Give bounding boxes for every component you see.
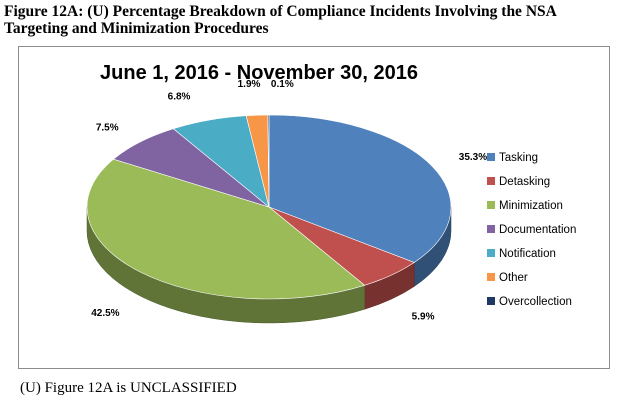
pie-layer: 35.3% 5.9% 42.5% 7.5% 6.8% 1.9% 0.1% bbox=[86, 79, 487, 324]
legend-label-overcollection: Overcollection bbox=[499, 296, 572, 308]
chart-title: June 1, 2016 - November 30, 2016 bbox=[100, 62, 418, 84]
pie-chart: June 1, 2016 - November 30, 2016 35.3% 5.… bbox=[86, 62, 576, 324]
legend-label-detasking: Detasking bbox=[499, 176, 550, 188]
figure-caption: Figure 12A: (U) Percentage Breakdown of … bbox=[4, 3, 624, 37]
legend-swatch-detasking bbox=[487, 177, 495, 185]
footer-classification: (U) Figure 12A is UNCLASSIFIED bbox=[20, 380, 237, 396]
legend-label-minimization: Minimization bbox=[499, 200, 563, 212]
data-label-overcollection: 0.1% bbox=[271, 79, 294, 90]
chart-frame: June 1, 2016 - November 30, 2016 35.3% 5.… bbox=[18, 46, 610, 369]
data-label-documentation: 7.5% bbox=[96, 123, 119, 134]
data-label-notification: 6.8% bbox=[168, 91, 191, 102]
data-label-detasking: 5.9% bbox=[412, 311, 435, 322]
legend-swatch-notification bbox=[487, 249, 495, 257]
data-label-tasking: 35.3% bbox=[459, 152, 487, 163]
pie-slice-overcollection bbox=[267, 114, 270, 208]
legend-swatch-minimization bbox=[487, 201, 495, 209]
data-label-other: 1.9% bbox=[238, 79, 261, 90]
data-label-minimization: 42.5% bbox=[91, 308, 119, 319]
legend-label-documentation: Documentation bbox=[499, 224, 576, 236]
legend-label-tasking: Tasking bbox=[499, 152, 538, 164]
figure-caption-line-2: Targeting and Minimization Procedures bbox=[4, 20, 269, 37]
pie-slice-minimization bbox=[86, 158, 366, 300]
legend-label-notification: Notification bbox=[499, 248, 556, 260]
legend-label-other: Other bbox=[499, 272, 528, 284]
legend-swatch-overcollection bbox=[487, 297, 495, 305]
legend-swatch-documentation bbox=[487, 225, 495, 233]
legend: Tasking Detasking Minimization Documentatio… bbox=[487, 152, 576, 308]
legend-swatch-other bbox=[487, 273, 495, 281]
legend-swatch-tasking bbox=[487, 153, 495, 161]
pie-slice-tasking bbox=[268, 114, 452, 263]
figure-caption-line-1: Figure 12A: (U) Percentage Breakdown of … bbox=[4, 3, 557, 20]
